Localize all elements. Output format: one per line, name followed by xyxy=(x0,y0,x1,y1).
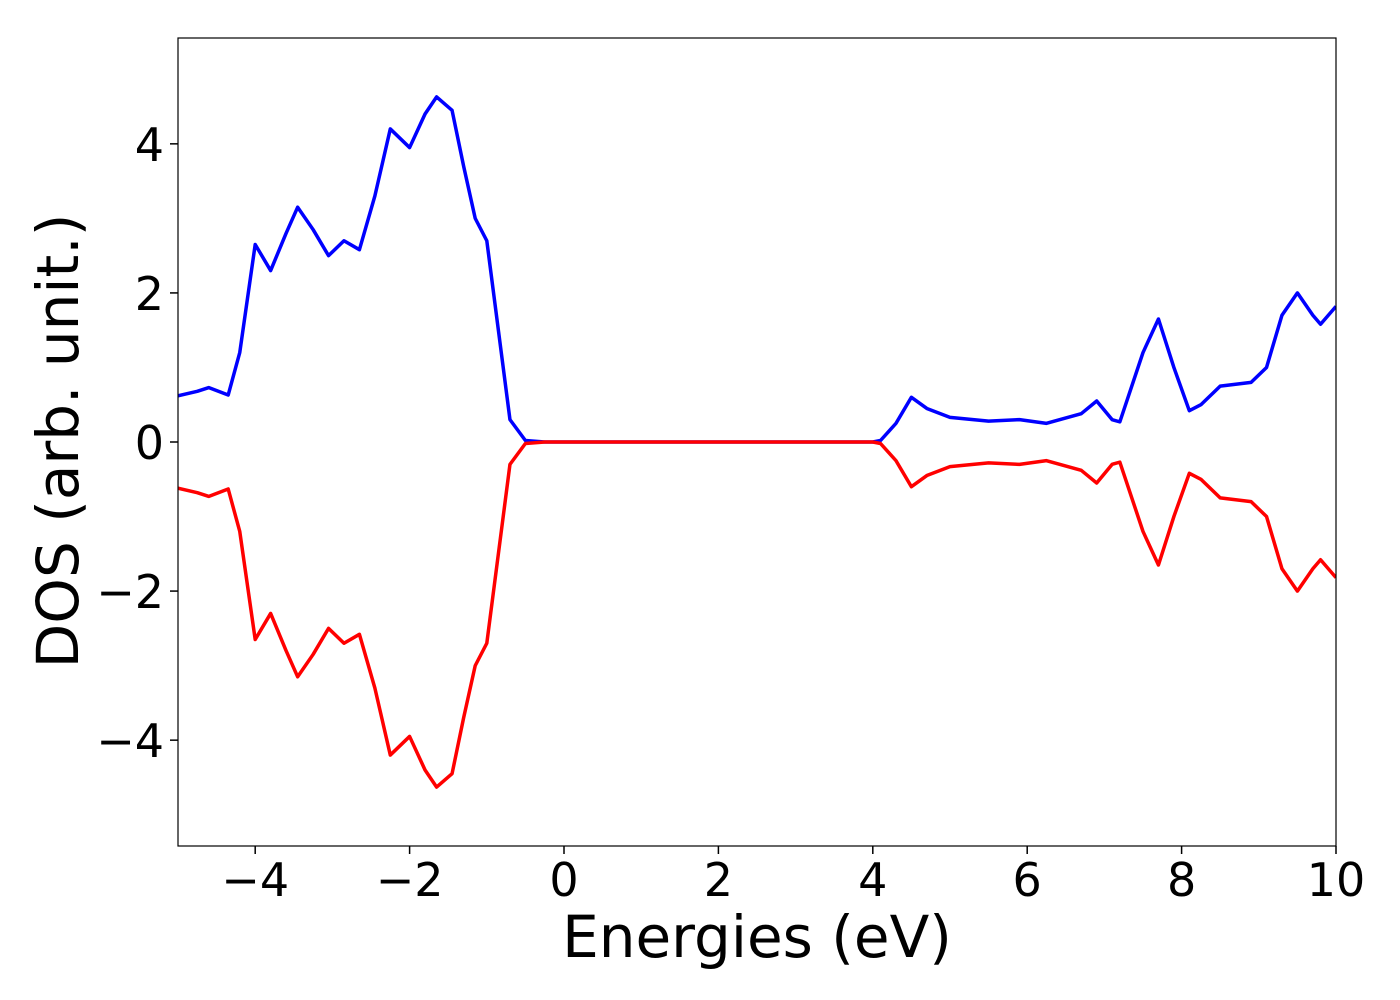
x-tick-label: −4 xyxy=(221,853,289,907)
plot-frame xyxy=(177,37,1337,847)
x-tick-label: 8 xyxy=(1167,853,1196,907)
y-tick-label: −2 xyxy=(96,565,164,619)
x-tick-label: 2 xyxy=(704,853,733,907)
x-axis-label: Energies (eV) xyxy=(562,903,952,971)
x-tick-label: 4 xyxy=(858,853,887,907)
series-line xyxy=(178,440,1336,789)
y-tick-label: 0 xyxy=(135,416,164,470)
y-tick-label: 2 xyxy=(135,267,164,321)
x-tick-label: 10 xyxy=(1307,853,1366,907)
x-tick-label: 0 xyxy=(549,853,578,907)
y-tick-label: 4 xyxy=(135,118,164,172)
y-tick-label: −4 xyxy=(96,714,164,768)
x-tick-label: −2 xyxy=(376,853,444,907)
y-axis-label: DOS (arb. unit.) xyxy=(24,214,92,669)
x-tick-label: 6 xyxy=(1013,853,1042,907)
